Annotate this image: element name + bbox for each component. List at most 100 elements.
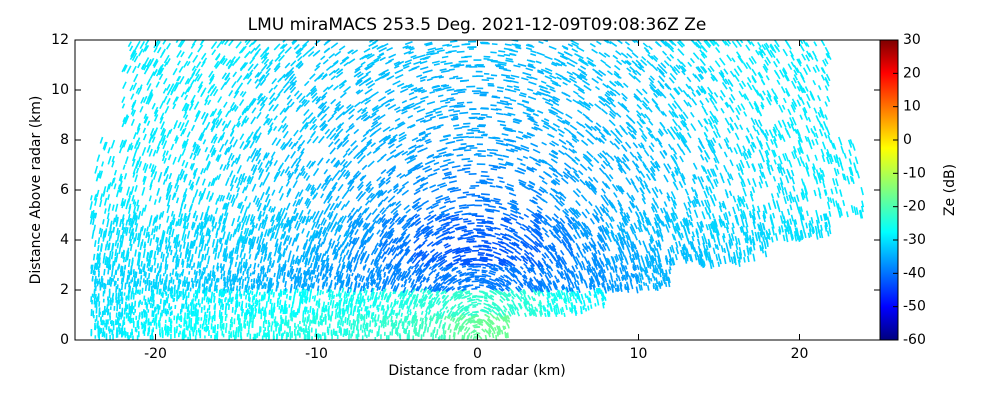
echo-dash: [470, 335, 473, 339]
echo-dash: [447, 323, 452, 331]
echo-dash: [349, 256, 355, 266]
echo-dash: [540, 267, 546, 274]
echo-dash: [620, 276, 624, 281]
echo-dash: [198, 268, 201, 274]
echo-dash: [124, 282, 127, 290]
echo-dash: [149, 267, 152, 272]
echo-dash: [223, 254, 227, 262]
echo-dash: [344, 241, 349, 249]
echo-dash: [499, 291, 505, 296]
echo-dash: [378, 301, 382, 307]
echo-dash: [131, 259, 134, 266]
echo-dash: [438, 288, 442, 292]
echo-dash: [574, 264, 579, 270]
echo-dash: [576, 290, 580, 298]
echo-dash: [186, 242, 190, 250]
echo-dash: [407, 313, 410, 318]
echo-dash: [441, 294, 446, 300]
echo-dash: [113, 280, 116, 287]
echo-dash: [199, 211, 204, 221]
echo-dash: [193, 229, 198, 238]
echo-dash: [512, 302, 518, 310]
echo-dash: [287, 256, 291, 263]
echo-dash: [606, 283, 610, 290]
echo-dash: [400, 270, 406, 278]
echo-dash: [441, 324, 445, 330]
echo-dash: [439, 274, 445, 280]
echo-dash: [338, 311, 341, 318]
echo-dash: [311, 255, 316, 263]
echo-dash: [586, 295, 590, 300]
echo-dash: [293, 273, 297, 278]
echo-dash: [331, 310, 334, 316]
echo-dash: [574, 298, 578, 304]
echo-dash: [573, 291, 577, 297]
echo-dash: [322, 274, 326, 280]
echo-dash: [486, 248, 493, 252]
echo-dash: [384, 311, 387, 317]
echo-dash: [537, 285, 542, 292]
echo-dash: [165, 246, 169, 254]
echo-dash: [464, 290, 471, 294]
echo-dash: [563, 269, 568, 277]
echo-dash: [381, 286, 385, 292]
echo-dash: [423, 295, 429, 302]
echo-dash: [523, 213, 530, 218]
echo-dash: [195, 270, 198, 278]
echo-dash: [287, 272, 291, 278]
echo-dash: [583, 256, 589, 265]
echo-dash: [617, 275, 621, 282]
echo-dash: [219, 243, 224, 253]
echo-dash: [469, 320, 476, 324]
echo-dash: [484, 294, 491, 298]
echo-dash: [114, 249, 118, 257]
echo-dash: [604, 296, 607, 302]
echo-dash: [299, 276, 303, 284]
echo-dash: [173, 252, 177, 259]
echo-dash: [582, 265, 587, 271]
echo-dash: [506, 303, 512, 310]
echo-dash: [140, 269, 143, 275]
echo-dash: [354, 282, 358, 290]
echo-dash: [136, 259, 140, 266]
echo-dash: [253, 284, 256, 289]
reflectivity-cell: [701, 211, 735, 243]
echo-dash: [720, 245, 724, 253]
echo-dash: [624, 265, 628, 270]
echo-dash: [443, 279, 450, 285]
echo-dash: [656, 264, 660, 269]
echo-dash: [366, 278, 370, 283]
echo-dash: [301, 251, 306, 258]
echo-dash: [316, 223, 321, 230]
echo-dash: [191, 239, 196, 249]
echo-dash: [432, 296, 436, 301]
echo-dash: [640, 255, 645, 263]
echo-dash: [314, 249, 319, 256]
echo-dash: [551, 301, 555, 306]
echo-dash: [434, 316, 439, 324]
echo-dash: [312, 309, 315, 316]
echo-dash: [477, 295, 484, 299]
echo-dash: [485, 225, 491, 228]
echo-dash: [186, 248, 190, 255]
echo-dash: [385, 263, 389, 267]
echo-dash: [674, 253, 678, 261]
echo-dash: [167, 235, 171, 243]
reflectivity-cell: [380, 287, 414, 317]
echo-dash: [565, 304, 568, 311]
echo-dash: [210, 291, 214, 299]
echo-dash: [265, 301, 268, 308]
echo-dash: [537, 290, 541, 295]
echo-dash: [100, 275, 103, 283]
echo-dash: [370, 281, 375, 287]
echo-dash: [297, 275, 300, 282]
echo-dash: [659, 262, 663, 268]
echo-dash: [507, 319, 511, 323]
echo-dash: [94, 262, 97, 269]
echo-dash: [128, 271, 131, 277]
echo-dash: [491, 309, 497, 315]
echo-dash: [395, 312, 399, 319]
echo-dash: [241, 283, 244, 289]
echo-dash: [264, 283, 267, 290]
echo-dash: [593, 294, 596, 298]
